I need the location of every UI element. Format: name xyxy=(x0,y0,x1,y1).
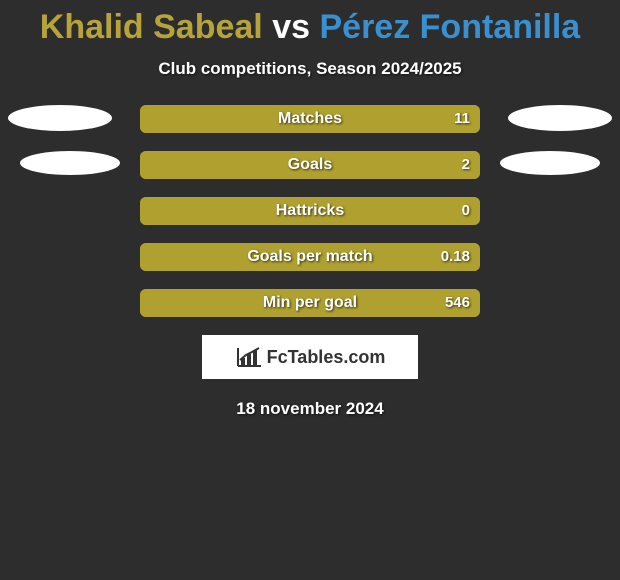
date: 18 november 2024 xyxy=(0,399,620,419)
stats-area: Matches11 Goals2 Hattricks0 Goals per match… xyxy=(0,105,620,317)
stat-value-right: 546 xyxy=(140,289,470,317)
stat-value-right: 2 xyxy=(140,151,470,179)
brand-box[interactable]: FcTables.com xyxy=(202,335,418,379)
stat-value-right: 11 xyxy=(140,105,470,133)
brand-chart-icon xyxy=(235,346,263,368)
comparison-card: Khalid Sabeal vs Pérez Fontanilla Club c… xyxy=(0,0,620,419)
title-player2: Pérez Fontanilla xyxy=(319,8,580,46)
stat-row: Matches11 xyxy=(0,105,620,133)
title-player1: Khalid Sabeal xyxy=(40,8,263,46)
stat-row: Goals2 xyxy=(0,151,620,179)
title-vs: vs xyxy=(272,8,310,46)
stat-value-right: 0.18 xyxy=(140,243,470,271)
stat-row: Min per goal546 xyxy=(0,289,620,317)
subtitle: Club competitions, Season 2024/2025 xyxy=(0,59,620,79)
stat-row: Hattricks0 xyxy=(0,197,620,225)
title: Khalid Sabeal vs Pérez Fontanilla xyxy=(0,8,620,47)
brand-text: FcTables.com xyxy=(267,347,386,368)
stat-row: Goals per match0.18 xyxy=(0,243,620,271)
stat-value-right: 0 xyxy=(140,197,470,225)
